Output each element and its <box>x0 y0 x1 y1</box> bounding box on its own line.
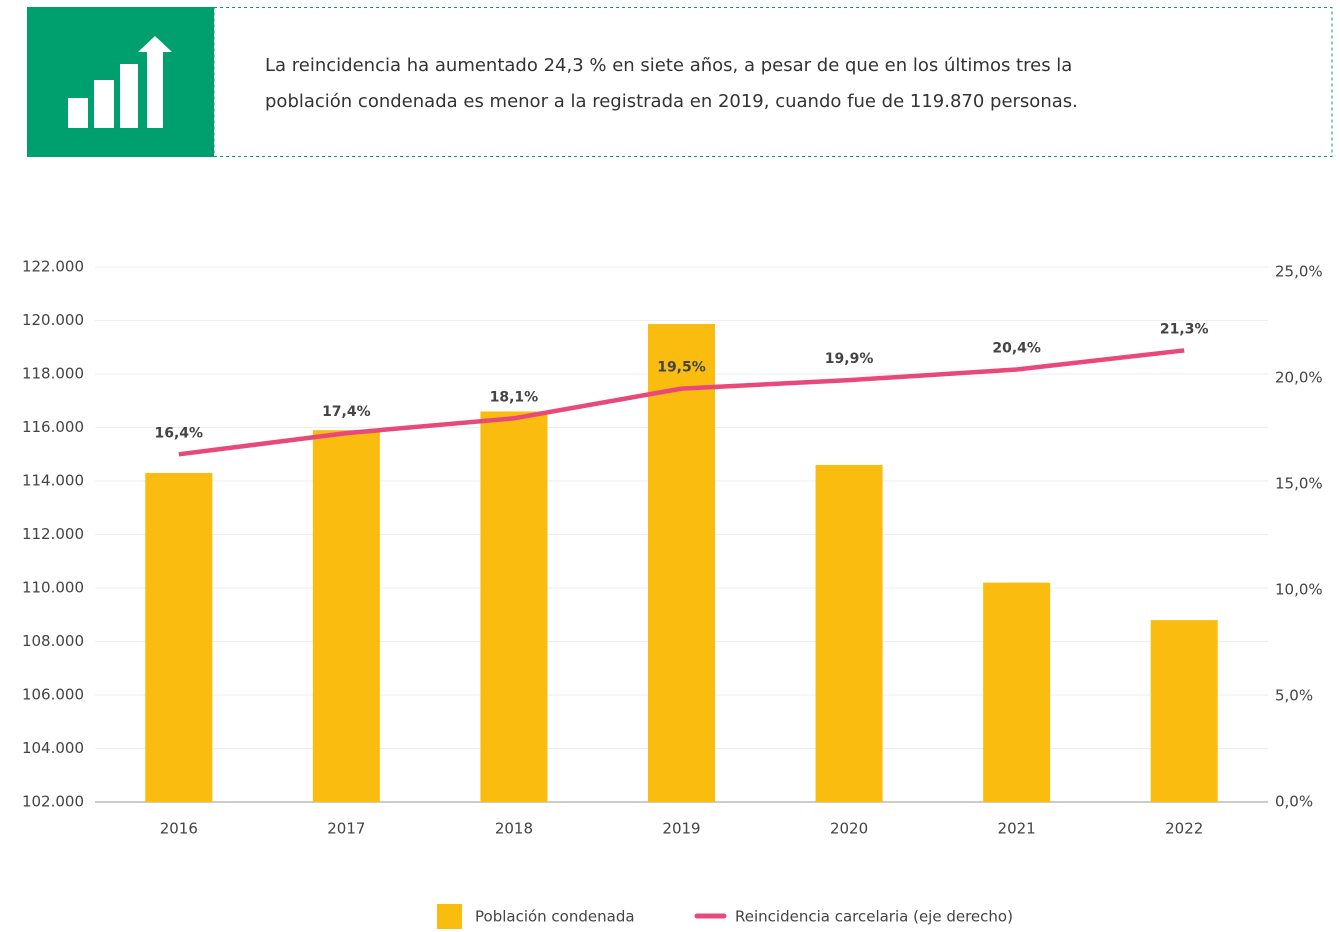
y-tick-label: 114.000 <box>22 472 84 490</box>
header-text: La reincidencia ha aumentado 24,3 % en s… <box>265 55 1072 76</box>
data-label: 17,4% <box>322 404 371 420</box>
y-tick-label: 108.000 <box>22 632 84 650</box>
y-tick-label: 112.000 <box>22 525 84 543</box>
x-tick-label: 2016 <box>160 820 198 838</box>
y2-tick-label: 5,0% <box>1275 687 1313 705</box>
x-tick-label: 2017 <box>327 820 365 838</box>
header-text: población condenada es menor a la regist… <box>265 91 1078 112</box>
data-label: 18,1% <box>490 389 539 405</box>
x-tick-label: 2018 <box>495 820 533 838</box>
y2-tick-label: 15,0% <box>1275 475 1323 493</box>
data-label: 16,4% <box>154 425 203 441</box>
bar <box>480 411 548 802</box>
y-tick-label: 120.000 <box>22 311 84 329</box>
y2-tick-label: 10,0% <box>1275 581 1323 599</box>
bar <box>1150 620 1218 802</box>
data-label: 19,5% <box>657 360 706 376</box>
icon <box>68 36 172 128</box>
y2-tick-label: 25,0% <box>1275 263 1323 281</box>
y-tick-label: 110.000 <box>22 579 84 597</box>
bar <box>983 582 1051 802</box>
data-label: 19,9% <box>825 351 874 367</box>
x-tick-label: 2021 <box>998 820 1036 838</box>
bar <box>815 464 883 802</box>
legend-label: Población condenada <box>475 908 635 926</box>
line <box>178 348 1185 457</box>
y-tick-label: 106.000 <box>22 686 84 704</box>
y2-tick-label: 20,0% <box>1275 369 1323 387</box>
data-label: 21,3% <box>1160 321 1209 337</box>
legend-label: Reincidencia carcelaria (eje derecho) <box>735 908 1013 926</box>
legend-swatch <box>437 904 462 929</box>
data-label: 20,4% <box>992 341 1041 357</box>
y-tick-label: 116.000 <box>22 418 84 436</box>
y-tick-label: 102.000 <box>22 793 84 811</box>
y-tick-label: 118.000 <box>22 365 84 383</box>
bar <box>648 323 715 802</box>
header-border <box>213 7 1333 157</box>
y-tick-label: 104.000 <box>22 739 84 757</box>
x-tick-label: 2020 <box>830 820 868 838</box>
x-tick-label: 2019 <box>662 820 700 838</box>
x-tick-label: 2022 <box>1165 820 1203 838</box>
y-tick-label: 122.000 <box>22 258 84 276</box>
y2-tick-label: 0,0% <box>1275 793 1313 811</box>
bar <box>312 430 380 802</box>
bar <box>145 472 213 802</box>
